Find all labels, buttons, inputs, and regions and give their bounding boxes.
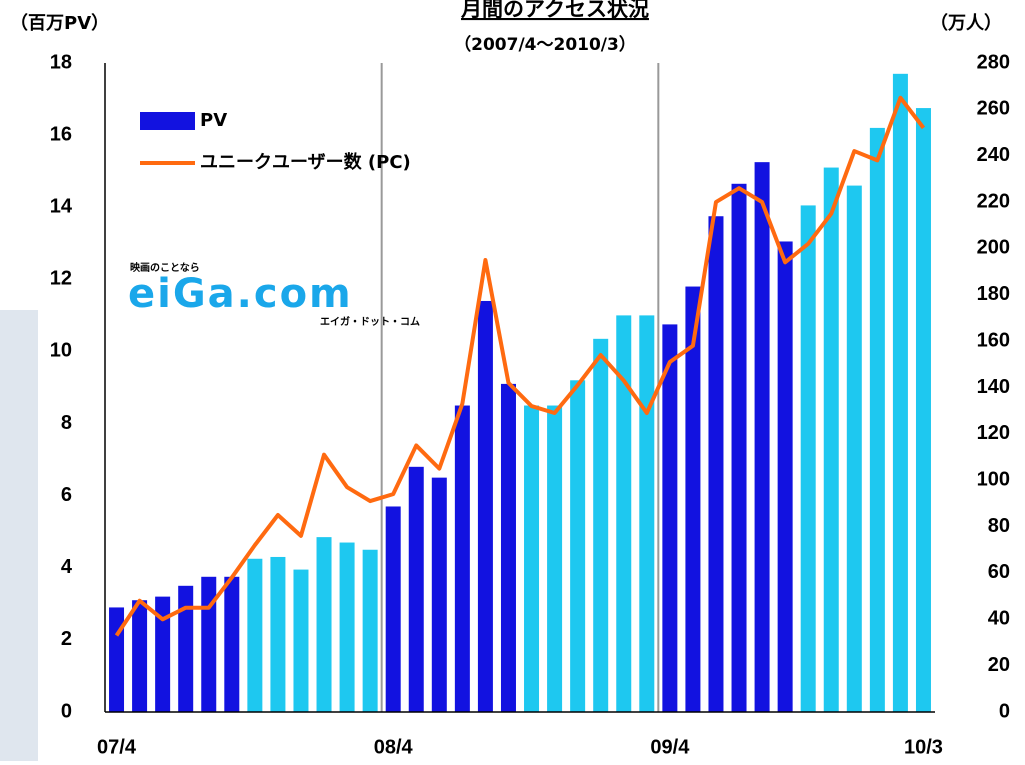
bar: [317, 537, 332, 712]
y2-tick-label: 220: [977, 190, 1010, 212]
bar: [801, 205, 816, 712]
bar: [547, 406, 562, 712]
bar: [824, 168, 839, 712]
x-tick-label: 09/4: [650, 736, 690, 758]
bar: [478, 301, 493, 712]
background-window: [0, 310, 38, 761]
bar: [524, 406, 539, 712]
bar: [340, 543, 355, 712]
y-tick-label: 0: [61, 700, 72, 722]
y2-tick-label: 180: [977, 283, 1010, 305]
bar: [178, 586, 193, 712]
bar: [893, 74, 908, 712]
bar: [247, 559, 262, 712]
bar: [201, 577, 216, 712]
y2-tick-label: 200: [977, 237, 1010, 259]
y2-tick-label: 260: [977, 98, 1010, 120]
bar: [639, 315, 654, 712]
y2-tick-label: 120: [977, 422, 1010, 444]
legend-swatch: [140, 112, 195, 130]
bar: [455, 406, 470, 712]
bar: [363, 550, 378, 712]
y2-tick-label: 160: [977, 329, 1010, 351]
y-tick-label: 8: [61, 412, 72, 434]
x-tick-label: 08/4: [374, 736, 414, 758]
y-tick-label: 14: [50, 196, 73, 218]
chart-title: 月間のアクセス状況: [460, 0, 649, 21]
bar: [409, 467, 424, 712]
y2-tick-label: 40: [988, 608, 1010, 630]
bar: [501, 384, 516, 712]
bar: [593, 339, 608, 712]
legend-label: ユニークユーザー数 (PC): [200, 151, 411, 173]
chart-subtitle: （2007/4～2010/3）: [454, 34, 636, 55]
y2-tick-label: 20: [988, 654, 1010, 676]
y2-tick-label: 80: [988, 515, 1010, 537]
y2-tick-label: 100: [977, 468, 1010, 490]
y-tick-label: 12: [50, 268, 72, 290]
bar: [662, 324, 677, 712]
x-tick-label: 07/4: [97, 736, 137, 758]
bar: [570, 380, 585, 712]
legend-label: PV: [200, 110, 227, 131]
bar: [708, 216, 723, 712]
bar: [132, 600, 147, 712]
bar: [870, 128, 885, 712]
y-axis-label: （百万PV）: [10, 13, 109, 34]
y-tick-label: 4: [61, 556, 73, 578]
y-tick-label: 18: [50, 51, 72, 73]
bar: [847, 186, 862, 712]
bar: [224, 577, 239, 712]
bar: [270, 557, 285, 712]
bar: [732, 184, 747, 712]
bar: [109, 607, 124, 712]
y-tick-label: 16: [50, 123, 72, 145]
x-tick-label: 10/3: [904, 736, 943, 758]
bar: [432, 478, 447, 712]
y2-tick-label: 0: [999, 700, 1010, 722]
bar: [916, 108, 931, 712]
y2-tick-label: 280: [977, 51, 1010, 73]
y-tick-label: 2: [61, 628, 72, 650]
y-tick-label: 10: [50, 340, 72, 362]
y2-tick-label: 60: [988, 561, 1010, 583]
bar: [755, 162, 770, 712]
chart: 月間のアクセス状況 （2007/4～2010/3） （百万PV） （万人） 映画…: [0, 0, 1025, 761]
logo-name: eiGa.com: [128, 271, 353, 317]
bar: [386, 506, 401, 712]
y2-tick-label: 140: [977, 376, 1010, 398]
y-tick-label: 6: [61, 484, 72, 506]
bar: [293, 570, 308, 712]
y2-tick-label: 240: [977, 144, 1010, 166]
logo-reading: エイガ・ドット・コム: [320, 315, 420, 328]
y2-axis-label: （万人）: [930, 13, 1002, 34]
bar: [778, 241, 793, 712]
